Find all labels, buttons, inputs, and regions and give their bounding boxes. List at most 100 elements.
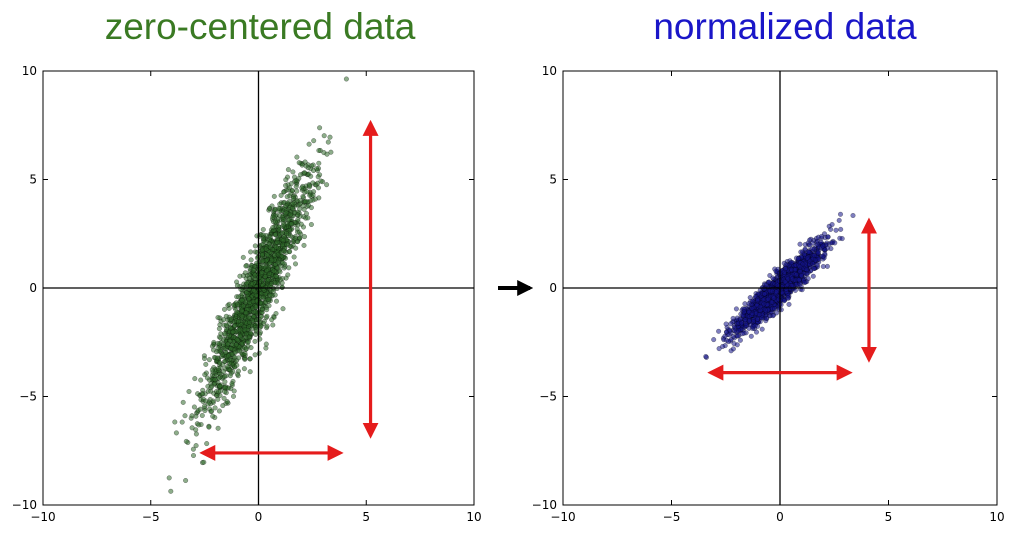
- scatter-point: [248, 345, 254, 351]
- scatter-point: [781, 269, 787, 275]
- scatter-point: [240, 303, 246, 309]
- scatter-point: [741, 309, 747, 315]
- x-tick-label: −10: [550, 510, 575, 524]
- scatter-point: [272, 252, 278, 258]
- scatter-point: [260, 258, 266, 264]
- scatter-point: [736, 328, 742, 334]
- scatter-point: [252, 338, 258, 344]
- scatter-point: [294, 154, 300, 160]
- scatter-point: [237, 333, 243, 339]
- scatter-point: [324, 182, 330, 188]
- scatter-point: [216, 389, 222, 395]
- scatter-point: [797, 264, 803, 270]
- scatter-point: [242, 327, 248, 333]
- scatter-point: [294, 226, 300, 232]
- scatter-point: [837, 211, 844, 217]
- scatter-point: [230, 393, 237, 399]
- scatter-point: [239, 313, 245, 319]
- scatter-point: [204, 375, 210, 381]
- scatter-point: [301, 242, 307, 248]
- scatter-point: [222, 373, 228, 380]
- scatter-point: [215, 425, 221, 431]
- scatter-point: [291, 254, 297, 260]
- scatter-point: [272, 232, 278, 238]
- scatter-point: [210, 347, 217, 353]
- scatter-point: [217, 360, 223, 366]
- scatter-point: [232, 354, 238, 361]
- scatter-point: [761, 291, 767, 297]
- scatter-point: [197, 406, 203, 412]
- scatter-point: [805, 249, 811, 255]
- scatter-point: [317, 125, 323, 131]
- y-tick-label: 0: [29, 281, 37, 295]
- scatter-point: [221, 306, 228, 312]
- scatter-point: [248, 249, 254, 255]
- scatter-point: [725, 339, 732, 345]
- scatter-point: [210, 398, 216, 404]
- scatter-point: [235, 318, 242, 325]
- x-tick-label: 0: [776, 510, 784, 524]
- scatter-point: [762, 307, 768, 313]
- scatter-point: [286, 227, 292, 234]
- scatter-point: [193, 427, 199, 433]
- scatter-point: [772, 306, 778, 312]
- scatter-point: [270, 224, 276, 231]
- scatter-point: [250, 305, 256, 311]
- left-chart-title: zero-centered data: [104, 6, 416, 47]
- scatter-point: [716, 328, 722, 334]
- x-tick-label: 5: [885, 510, 893, 524]
- scatter-point: [277, 201, 283, 207]
- scatter-point: [242, 350, 248, 357]
- scatter-point: [223, 313, 229, 319]
- scatter-point: [166, 475, 172, 481]
- scatter-point: [804, 255, 810, 261]
- scatter-point: [264, 323, 270, 329]
- scatter-point: [276, 205, 282, 212]
- scatter-point: [288, 221, 294, 227]
- scatter-point: [761, 301, 767, 307]
- scatter-point: [232, 349, 238, 356]
- scatter-point: [281, 189, 287, 195]
- scatter-point: [186, 388, 192, 395]
- scatter-point: [703, 353, 709, 360]
- scatter-point: [286, 265, 292, 271]
- scatter-point: [723, 321, 729, 327]
- scatter-point: [248, 257, 254, 263]
- scatter-point: [202, 408, 208, 414]
- scatter-point: [730, 346, 736, 352]
- scatter-point: [267, 292, 273, 298]
- x-tick-label: 5: [362, 510, 370, 524]
- scatter-point: [263, 341, 269, 347]
- y-tick-label: 0: [549, 281, 557, 295]
- scatter-point: [820, 253, 826, 259]
- scatter-point: [243, 346, 249, 352]
- scatter-point: [749, 310, 755, 316]
- scatter-point: [315, 174, 321, 180]
- scatter-point: [820, 243, 826, 249]
- scatter-point: [270, 214, 276, 220]
- scatter-point: [290, 195, 296, 201]
- scatter-point: [260, 286, 266, 292]
- scatter-point: [243, 310, 249, 316]
- scatter-point: [283, 210, 289, 216]
- scatter-point: [228, 316, 234, 322]
- scatter-point: [247, 356, 253, 362]
- scatter-point: [215, 340, 221, 346]
- scatter-point: [771, 295, 777, 301]
- scatter-point: [277, 277, 283, 283]
- scatter-point: [182, 413, 188, 419]
- scatter-point: [297, 172, 304, 178]
- y-tick-label: −5: [539, 390, 557, 404]
- scatter-point: [269, 257, 275, 263]
- scatter-point: [201, 459, 207, 465]
- scatter-point: [748, 333, 754, 339]
- scatter-point: [270, 322, 276, 328]
- scatter-point: [247, 330, 253, 336]
- scatter-point: [191, 404, 197, 410]
- scatter-point: [259, 269, 265, 275]
- scatter-point: [838, 226, 844, 232]
- left-chart: −10 −5 0 5 10 10 5 0 −5 −10: [12, 64, 482, 524]
- scatter-point: [235, 302, 241, 308]
- scatter-point: [239, 291, 245, 297]
- scatter-point: [774, 282, 780, 288]
